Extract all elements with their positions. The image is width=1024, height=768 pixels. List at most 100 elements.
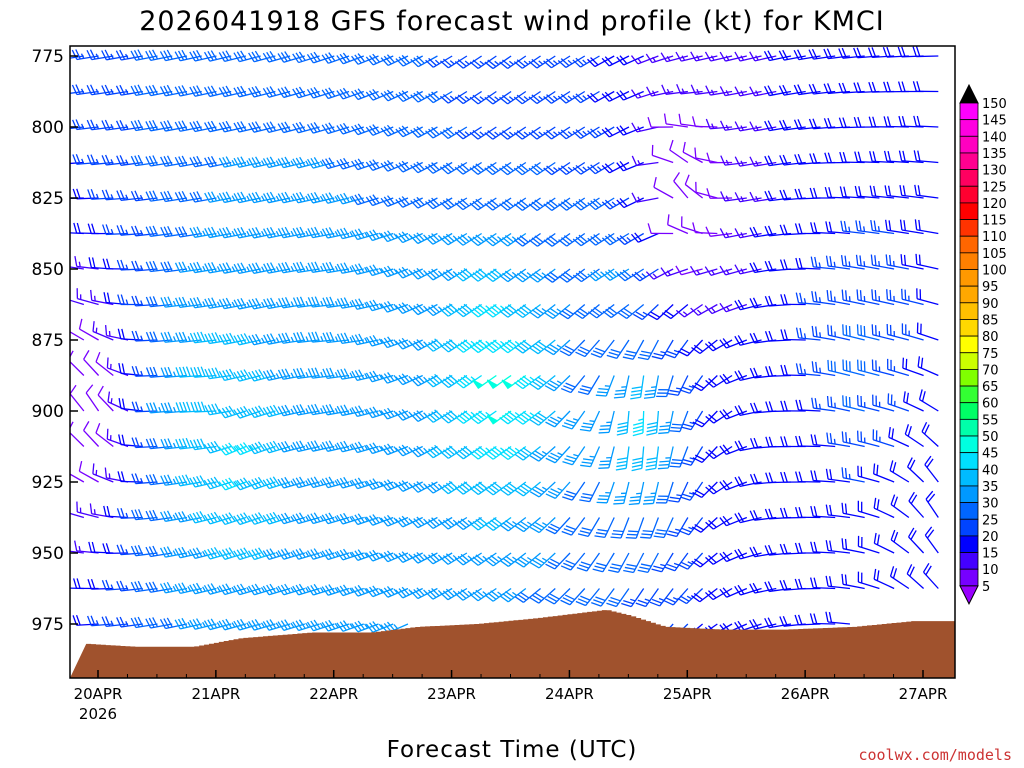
- barb-full: [369, 443, 377, 453]
- barb-staff: [194, 303, 217, 309]
- barb-full: [575, 600, 586, 607]
- barb-full: [908, 491, 915, 502]
- wind-barb: [795, 363, 821, 377]
- barb-full: [679, 595, 690, 602]
- wind-barb: [102, 258, 129, 270]
- barb-staff: [507, 587, 527, 603]
- barb-full: [336, 333, 343, 344]
- wind-barb: [469, 516, 497, 531]
- barb-full: [643, 396, 655, 399]
- barb-full: [354, 54, 362, 64]
- barb-full: [809, 153, 814, 164]
- barb-full: [543, 203, 553, 211]
- barb-staff: [179, 161, 202, 168]
- wind-barb: [233, 333, 261, 346]
- barb-full: [131, 330, 137, 342]
- barb-full: [91, 257, 96, 268]
- barb-full: [240, 191, 247, 202]
- barb-half: [187, 336, 191, 342]
- wind-barb: [83, 350, 100, 376]
- barb-staff: [313, 55, 335, 64]
- barb-full: [354, 334, 361, 345]
- barb-full: [634, 271, 644, 280]
- barb-full: [255, 191, 262, 202]
- barb-half: [290, 195, 295, 201]
- wind-barb: [579, 481, 601, 503]
- barb-full: [783, 364, 788, 376]
- barb-full: [469, 238, 479, 247]
- wind-barb: [543, 161, 571, 176]
- barb-staff: [712, 552, 733, 565]
- barb-full: [631, 273, 641, 282]
- wind-barb: [780, 400, 806, 412]
- barb-full: [626, 563, 637, 567]
- barb-half: [334, 551, 339, 557]
- wind-barb: [690, 265, 718, 276]
- barb-full: [120, 471, 125, 482]
- wind-barb: [292, 156, 320, 169]
- barb-full: [262, 514, 270, 525]
- barb-half: [500, 340, 505, 346]
- barb-full: [262, 443, 270, 454]
- barb-full: [90, 615, 96, 626]
- wind-barb: [233, 369, 261, 382]
- barb-staff: [253, 339, 276, 346]
- wind-barb: [307, 226, 335, 239]
- barb-staff: [224, 623, 247, 631]
- barb-staff: [828, 514, 851, 519]
- barb-staff: [554, 517, 571, 535]
- barb-full: [484, 167, 494, 176]
- barb-half: [140, 335, 144, 341]
- barb-full: [380, 57, 389, 66]
- barb-full: [251, 479, 259, 489]
- barb-full: [644, 495, 656, 498]
- wind-barb: [233, 547, 261, 561]
- barb-half: [305, 371, 309, 378]
- barb-full: [192, 476, 199, 487]
- barb-full: [867, 47, 873, 58]
- barb-half: [334, 587, 339, 593]
- wind-barb: [395, 409, 423, 421]
- barb-full: [295, 549, 303, 559]
- barb-full: [174, 476, 181, 487]
- barb-full: [890, 494, 896, 505]
- barb-full: [195, 547, 203, 558]
- barb-full: [263, 263, 270, 274]
- barb-staff: [872, 299, 895, 306]
- wind-barb: [560, 552, 586, 571]
- wind-barb: [247, 441, 276, 455]
- wind-barb: [528, 161, 556, 176]
- barb-staff: [538, 481, 556, 498]
- barb-full: [825, 504, 829, 515]
- barb-full: [196, 582, 203, 593]
- barb-half: [512, 591, 518, 596]
- wind-barb: [307, 261, 335, 273]
- wind-barb: [749, 618, 777, 630]
- barb-half: [319, 160, 324, 166]
- barb-full: [764, 85, 770, 96]
- barb-full: [401, 409, 410, 418]
- barb-full: [380, 127, 389, 137]
- barb-staff: [327, 126, 350, 135]
- wind-barb: [734, 512, 762, 524]
- barb-staff: [194, 374, 217, 378]
- barb-full: [519, 199, 529, 207]
- barb-full: [844, 467, 848, 479]
- barb-full: [516, 201, 526, 209]
- barb-full: [454, 96, 464, 105]
- barb-full: [750, 438, 755, 449]
- barb-full: [544, 598, 555, 605]
- barb-half: [67, 89, 69, 94]
- barb-full: [431, 411, 440, 420]
- plot-area: [67, 46, 955, 678]
- barb-half: [552, 60, 558, 65]
- barb-full: [145, 331, 151, 343]
- wind-barb: [410, 267, 438, 280]
- barb-full: [145, 261, 151, 272]
- wind-barb: [189, 511, 217, 524]
- barb-full: [604, 163, 614, 172]
- barb-full: [134, 509, 140, 520]
- barb-staff: [209, 339, 232, 345]
- barb-full: [211, 367, 217, 378]
- barb-full: [565, 382, 576, 388]
